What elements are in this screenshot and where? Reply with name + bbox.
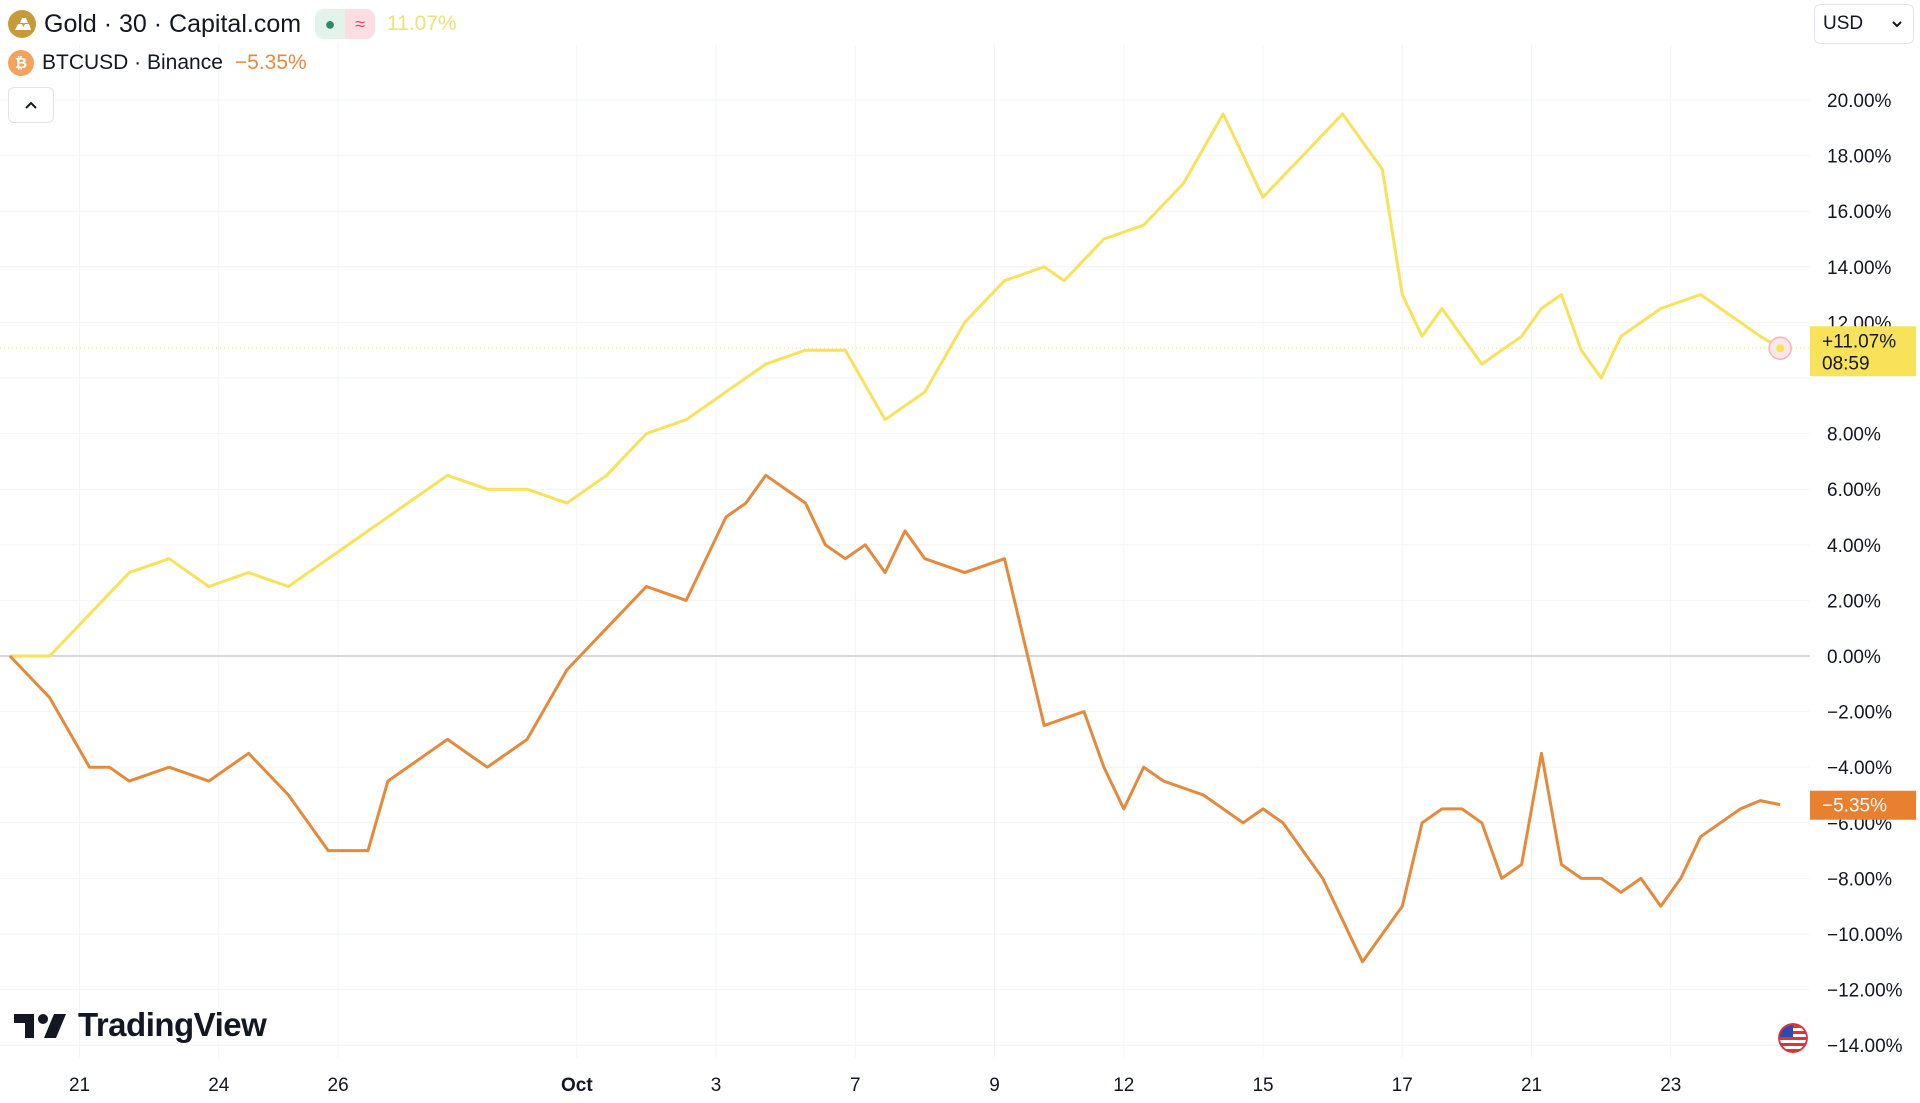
- status-badges: ● ≈: [315, 9, 376, 39]
- series-line-gold[interactable]: [9, 112, 1781, 658]
- gold-price-time: 08:59: [1822, 353, 1870, 374]
- legend-main-series[interactable]: Gold · 30 · Capital.com ● ≈ 11.07%: [8, 8, 457, 40]
- y-tick-label: 4.00%: [1827, 536, 1881, 557]
- y-tick-label: 20.00%: [1827, 91, 1892, 112]
- y-tick-label: 2.00%: [1827, 591, 1881, 612]
- gold-price-value: +11.07%: [1822, 331, 1896, 352]
- approx-icon: ≈: [345, 9, 376, 39]
- x-tick-label: 12: [1113, 1075, 1134, 1096]
- gold-price-label: [1810, 326, 1916, 377]
- legend-main-change: 11.07%: [387, 12, 457, 35]
- btc-price-label: [1810, 790, 1916, 820]
- collapse-legend-button[interactable]: [8, 87, 54, 123]
- chevron-up-icon: [25, 101, 37, 109]
- x-tick-label: 15: [1252, 1075, 1273, 1096]
- x-tick-label: 26: [328, 1075, 349, 1096]
- currency-label: USD: [1823, 13, 1864, 34]
- y-tick-label: −8.00%: [1827, 869, 1892, 890]
- x-tick-label: 3: [711, 1075, 722, 1096]
- tradingview-wordmark: TradingView: [78, 1006, 267, 1043]
- last-point-dot: [1776, 344, 1785, 353]
- y-tick-label: −2.00%: [1827, 703, 1892, 724]
- series-line-btcusd[interactable]: [8, 473, 1781, 964]
- x-tick-label: 9: [989, 1075, 1000, 1096]
- y-tick-label: 0.00%: [1827, 647, 1881, 668]
- x-tick-label: 17: [1392, 1075, 1413, 1096]
- y-tick-label: −10.00%: [1827, 925, 1903, 946]
- legend-compare-series[interactable]: ₿ BTCUSD · Binance −5.35%: [8, 47, 307, 79]
- legend-compare-title: BTCUSD · Binance: [42, 51, 223, 74]
- bitcoin-icon: ₿: [8, 50, 34, 76]
- y-tick-label: 14.00%: [1827, 258, 1892, 279]
- market-status-dot-icon: ●: [315, 9, 346, 39]
- y-tick-label: −14.00%: [1827, 1036, 1903, 1057]
- us-flag-icon[interactable]: [1778, 1023, 1808, 1053]
- tradingview-logo-icon: [14, 1014, 66, 1038]
- y-tick-label: 6.00%: [1827, 480, 1881, 501]
- y-tick-label: 8.00%: [1827, 425, 1881, 446]
- y-tick-label: −12.00%: [1827, 981, 1903, 1002]
- legend-compare-change: −5.35%: [234, 51, 307, 74]
- y-tick-label: 16.00%: [1827, 202, 1892, 223]
- y-tick-label: −4.00%: [1827, 758, 1892, 779]
- x-tick-label: 21: [1521, 1075, 1542, 1096]
- x-tick-label: 21: [69, 1075, 90, 1096]
- btc-price-value: −5.35%: [1822, 796, 1887, 817]
- tradingview-logo[interactable]: TradingView: [14, 1006, 267, 1044]
- x-tick-label: 24: [208, 1075, 230, 1096]
- legend-main-title: Gold · 30 · Capital.com: [44, 9, 302, 38]
- currency-select[interactable]: USD: [1814, 4, 1914, 44]
- y-tick-label: 18.00%: [1827, 147, 1892, 168]
- x-tick-label: Oct: [561, 1075, 593, 1096]
- chevron-down-icon: [1892, 21, 1902, 28]
- gold-bars-icon: [8, 10, 36, 38]
- x-tick-label: 7: [850, 1075, 861, 1096]
- x-tick-label: 23: [1660, 1075, 1681, 1096]
